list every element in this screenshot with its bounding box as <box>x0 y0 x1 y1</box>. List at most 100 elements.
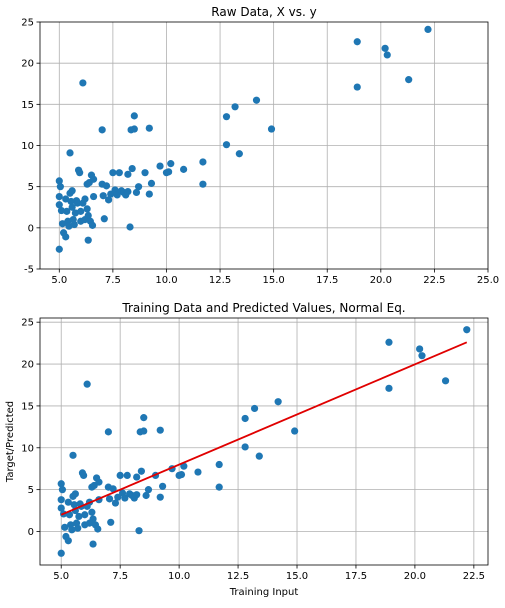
x-tick-label: 22.5 <box>463 571 485 582</box>
data-point <box>62 195 70 203</box>
chart-panel-2: 5.0 7.5 10.0 12.5 15.0 17.5 20.0 22.5 0 5 10 15 20 25… <box>5 301 489 598</box>
data-point <box>83 380 91 388</box>
x-tick-label: 7.5 <box>105 275 121 286</box>
data-point <box>68 203 76 211</box>
x-tick-label: 22.5 <box>423 275 445 286</box>
data-point <box>68 187 76 195</box>
data-point <box>56 183 64 191</box>
data-point <box>255 452 263 460</box>
y-tick-label: 25 <box>21 18 34 29</box>
data-point <box>267 125 276 133</box>
data-point <box>130 112 138 120</box>
data-point <box>61 523 69 531</box>
data-point <box>156 426 164 434</box>
data-point <box>124 188 132 196</box>
data-point <box>77 207 85 215</box>
data-point <box>156 493 164 501</box>
x-tick-label: 5.0 <box>51 275 67 286</box>
data-point <box>137 467 145 475</box>
data-point <box>75 512 83 521</box>
data-point <box>124 170 132 178</box>
x-axis-label: Training Input <box>229 587 299 598</box>
data-point <box>57 504 65 512</box>
y-tick-label: 25 <box>21 318 34 329</box>
x-tick-label: 20.0 <box>370 275 392 286</box>
y-tick-label: 0 <box>28 527 34 538</box>
y-tick-label: 10 <box>21 443 34 454</box>
data-point <box>99 192 107 200</box>
data-point <box>57 496 65 504</box>
data-point <box>104 196 113 204</box>
data-point <box>241 414 249 423</box>
y-axis-label: Target/Predicted <box>5 401 16 483</box>
data-point <box>133 473 141 481</box>
x-tick-label: 10.0 <box>155 275 177 286</box>
data-point <box>55 245 63 253</box>
chart-title: Raw Data, X vs. y <box>211 5 316 19</box>
data-point <box>142 491 150 500</box>
y-tick-label: -5 <box>24 265 34 276</box>
data-point <box>441 377 450 385</box>
data-point <box>89 192 98 201</box>
y-tick-label: 15 <box>21 401 34 412</box>
data-point <box>81 195 89 203</box>
data-point <box>81 511 89 519</box>
data-point <box>64 537 72 545</box>
x-tick-label: 7.5 <box>112 571 128 582</box>
data-point <box>107 518 115 526</box>
data-point <box>71 490 79 498</box>
x-tick-label: 17.5 <box>345 571 367 582</box>
data-point <box>424 25 432 34</box>
data-point <box>74 524 82 532</box>
data-point <box>274 398 282 406</box>
data-point <box>140 427 148 435</box>
y-tick-label: 5 <box>28 182 34 193</box>
data-point <box>135 183 143 191</box>
data-point <box>222 113 231 121</box>
chart-panel-1: 5.0 7.5 10.0 12.5 15.0 17.5 20.0 22.5 25.0 -5 0 5 10… <box>21 5 499 286</box>
data-point <box>144 486 153 494</box>
data-point <box>215 460 223 469</box>
data-point <box>88 508 96 516</box>
data-point <box>177 470 186 479</box>
data-point <box>121 494 129 502</box>
data-point <box>133 491 141 499</box>
data-point <box>109 485 117 493</box>
data-point <box>199 158 207 166</box>
data-point <box>222 141 231 149</box>
x-tick-label: 10.0 <box>168 571 190 582</box>
data-point <box>62 233 70 241</box>
data-point <box>199 180 207 188</box>
y-tick-label: 10 <box>21 141 34 152</box>
x-tick-label: 5.0 <box>53 571 69 582</box>
data-point <box>165 168 173 176</box>
data-point <box>89 175 98 183</box>
data-point <box>353 38 361 46</box>
x-tick-label: 20.0 <box>404 571 426 582</box>
data-point <box>98 126 106 134</box>
data-point <box>88 221 97 229</box>
predicted-line <box>60 341 468 516</box>
data-point <box>57 549 65 557</box>
data-point <box>180 462 188 470</box>
data-point <box>105 495 114 503</box>
data-point <box>66 149 74 157</box>
data-point <box>89 540 97 548</box>
y-tick-label: 15 <box>21 100 34 111</box>
data-point <box>69 451 77 459</box>
data-point <box>63 207 71 215</box>
data-point <box>130 125 138 133</box>
data-point <box>114 493 122 501</box>
data-point <box>70 501 78 509</box>
data-point <box>235 150 243 158</box>
data-point <box>383 51 391 59</box>
data-point <box>70 220 78 229</box>
x-tick-label: 15.0 <box>286 571 308 582</box>
data-point <box>57 480 65 488</box>
data-point <box>89 515 97 523</box>
data-point <box>55 177 63 185</box>
chart-title: Training Data and Predicted Values, Norm… <box>121 301 405 315</box>
data-point <box>250 404 259 413</box>
data-point <box>83 205 91 213</box>
x-tick-label: 17.5 <box>316 275 338 286</box>
